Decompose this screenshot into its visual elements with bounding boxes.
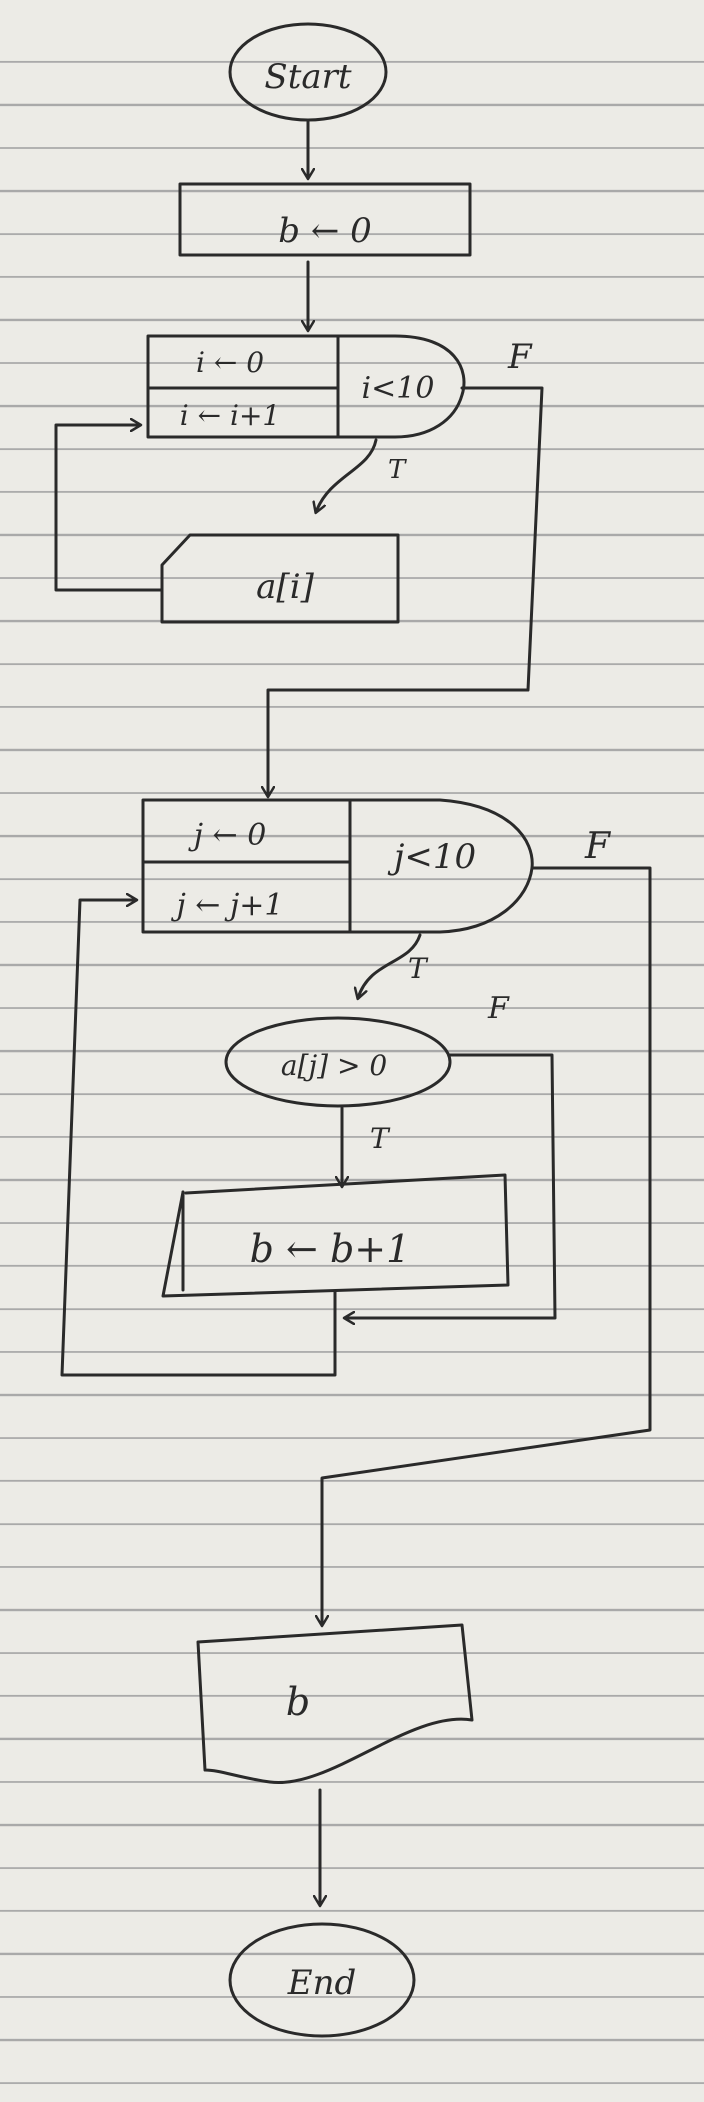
loop-j-false-label: F bbox=[584, 826, 612, 867]
output-document: b bbox=[196, 1623, 474, 1785]
loop-j-init: j ← 0 bbox=[188, 818, 267, 853]
increment-label: b ← b+1 bbox=[250, 1227, 411, 1271]
decision-block: a[j] > 0 bbox=[224, 1016, 452, 1108]
init-b-process: b ← 0 bbox=[178, 182, 472, 257]
loop-i-cond: i<10 bbox=[362, 371, 435, 406]
loop-i-init: i ← 0 bbox=[196, 346, 264, 379]
arrow bbox=[316, 438, 378, 512]
loop-i-false-label: F bbox=[507, 337, 533, 377]
increment-process: b ← b+1 bbox=[161, 1173, 510, 1298]
loop-j-back-arrow bbox=[60, 900, 337, 1377]
loop-j-update: j ← j+1 bbox=[170, 888, 283, 923]
start-terminal: Start bbox=[228, 22, 388, 122]
decision-false-label: F bbox=[487, 991, 510, 1026]
loop-i-true-label: T bbox=[388, 455, 407, 485]
output-label: b bbox=[286, 1680, 310, 1724]
loop-j-cond: j<10 bbox=[387, 837, 476, 877]
decision-false-arrow bbox=[345, 1053, 557, 1318]
end-terminal: End bbox=[228, 1922, 416, 2038]
loop-i-false-arrow bbox=[268, 386, 544, 796]
loop-j-true-label: T bbox=[408, 952, 429, 985]
loop-i-block: i ← 0 i ← i+1 i<10 bbox=[146, 334, 466, 439]
decision-true-label: T bbox=[370, 1122, 391, 1155]
loop-j-false-arrow bbox=[322, 866, 652, 1625]
arrow bbox=[358, 933, 422, 998]
input-a-io: a[i] bbox=[160, 533, 400, 624]
loop-back-arrow bbox=[54, 425, 164, 592]
decision-cond: a[j] > 0 bbox=[281, 1049, 387, 1082]
end-label: End bbox=[287, 1963, 356, 2003]
loop-i-update: i ← i+1 bbox=[180, 399, 280, 432]
input-a-label: a[i] bbox=[256, 567, 314, 607]
init-b-label: b ← 0 bbox=[278, 211, 372, 251]
loop-j-block: j ← 0 j ← j+1 j<10 bbox=[141, 798, 534, 934]
start-label: Start bbox=[264, 57, 351, 97]
